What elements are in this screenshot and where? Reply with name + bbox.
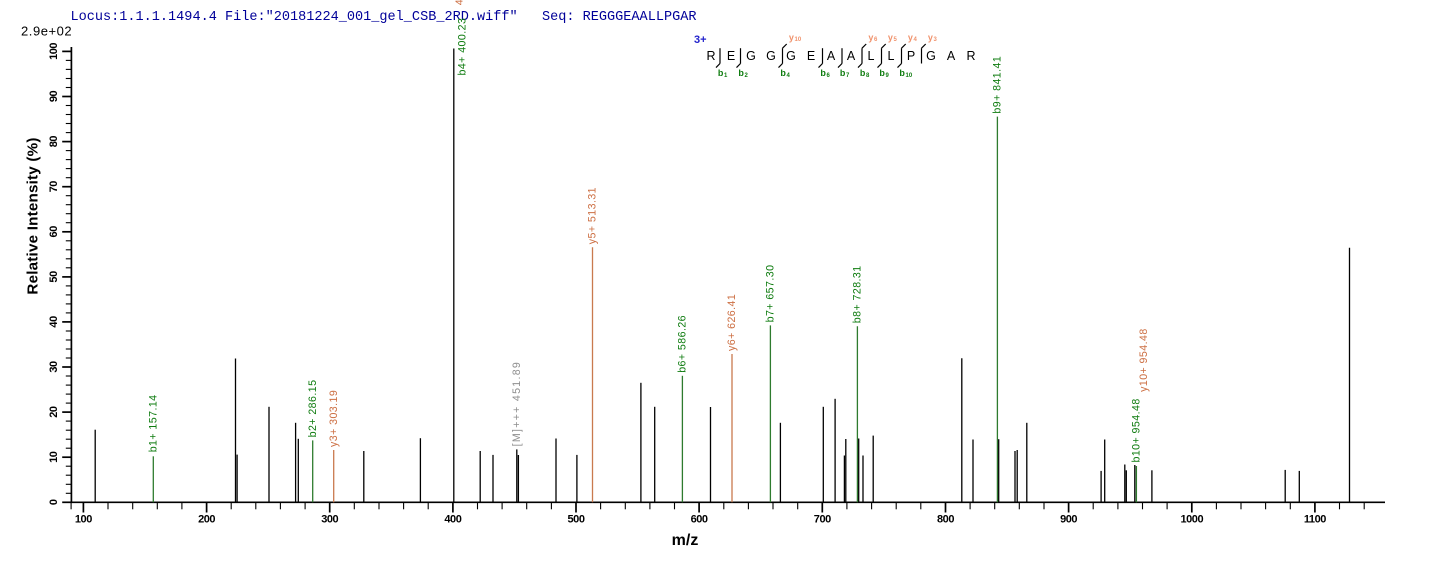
svg-text:700: 700 [814,514,831,526]
svg-text:E: E [807,49,815,63]
svg-text:b: b [718,68,724,78]
svg-text:L: L [868,49,875,63]
svg-text:5: 5 [894,37,898,43]
svg-text:10: 10 [48,451,60,463]
svg-text:A: A [827,49,836,63]
svg-text:30: 30 [48,361,60,373]
svg-text:A: A [847,49,856,63]
svg-text:80: 80 [48,136,60,148]
svg-text:70: 70 [48,181,60,193]
svg-text:b: b [738,68,744,78]
svg-text:8: 8 [866,73,870,79]
svg-text:m/z: m/z [672,532,699,549]
svg-text:b: b [840,68,846,78]
svg-text:b6+ 586.26: b6+ 586.26 [677,315,689,373]
svg-text:y: y [908,32,913,42]
svg-text:b: b [860,68,866,78]
svg-text:b: b [879,68,885,78]
svg-text:G: G [786,49,796,63]
svg-text:b1+ 157.14: b1+ 157.14 [148,394,160,452]
svg-text:1: 1 [724,73,728,79]
svg-text:44: 44 [454,0,466,5]
svg-text:G: G [926,49,936,63]
svg-text:300: 300 [321,514,338,526]
svg-text:1000: 1000 [1180,514,1203,526]
svg-text:y: y [888,32,893,42]
svg-text:900: 900 [1060,514,1077,526]
svg-text:0: 0 [48,499,60,505]
svg-text:b: b [899,68,905,78]
svg-text:R: R [966,49,975,63]
svg-text:b2+ 286.15: b2+ 286.15 [307,380,319,438]
svg-text:A: A [947,49,956,63]
svg-text:20: 20 [48,406,60,418]
svg-text:40: 40 [48,316,60,328]
svg-text:6: 6 [874,37,878,43]
svg-text:b: b [820,68,826,78]
svg-text:b7+ 657.30: b7+ 657.30 [765,265,777,323]
svg-text:b4+ 400.23: b4+ 400.23 [457,18,469,76]
svg-text:100: 100 [75,514,92,526]
svg-text:4: 4 [787,73,791,79]
svg-text:y6+ 626.41: y6+ 626.41 [726,294,738,351]
svg-text:400: 400 [444,514,461,526]
svg-text:100: 100 [48,43,60,60]
svg-text:[M]+++ 451.89: [M]+++ 451.89 [511,361,523,447]
svg-text:Locus:1.1.1.1494.4 File:"20181: Locus:1.1.1.1494.4 File:"20181224_001_ge… [71,10,697,25]
svg-text:y5+ 513.31: y5+ 513.31 [587,187,599,244]
svg-text:y: y [789,32,794,42]
svg-text:b9+ 841.41: b9+ 841.41 [992,56,1004,114]
svg-text:G: G [766,49,776,63]
svg-text:4: 4 [914,37,918,43]
svg-text:L: L [888,49,895,63]
svg-text:y3+ 303.19: y3+ 303.19 [328,390,340,447]
svg-text:E: E [727,49,735,63]
svg-text:b10+ 954.48: b10+ 954.48 [1131,398,1143,462]
svg-text:3+: 3+ [694,34,707,46]
svg-text:200: 200 [198,514,215,526]
svg-text:600: 600 [691,514,708,526]
svg-text:500: 500 [567,514,584,526]
svg-text:2: 2 [745,73,749,79]
svg-text:R: R [706,49,715,63]
svg-text:10: 10 [906,73,913,79]
svg-text:2.9e+02: 2.9e+02 [21,24,72,39]
svg-text:b: b [780,68,786,78]
svg-text:G: G [746,49,756,63]
svg-text:6: 6 [827,73,831,79]
svg-text:90: 90 [48,91,60,103]
svg-text:b8+ 728.31: b8+ 728.31 [852,265,864,323]
svg-text:800: 800 [937,514,954,526]
svg-text:7: 7 [846,73,850,79]
svg-text:3: 3 [934,37,938,43]
svg-text:1100: 1100 [1304,514,1326,526]
svg-text:y: y [868,32,873,42]
svg-text:50: 50 [48,271,60,283]
svg-text:P: P [907,49,915,63]
svg-text:Relative Intensity (%): Relative Intensity (%) [25,137,42,294]
svg-text:60: 60 [48,226,60,238]
svg-text:y10+ 954.48: y10+ 954.48 [1138,328,1150,392]
svg-text:y: y [928,32,933,42]
svg-text:10: 10 [795,37,802,43]
svg-text:9: 9 [886,73,890,79]
